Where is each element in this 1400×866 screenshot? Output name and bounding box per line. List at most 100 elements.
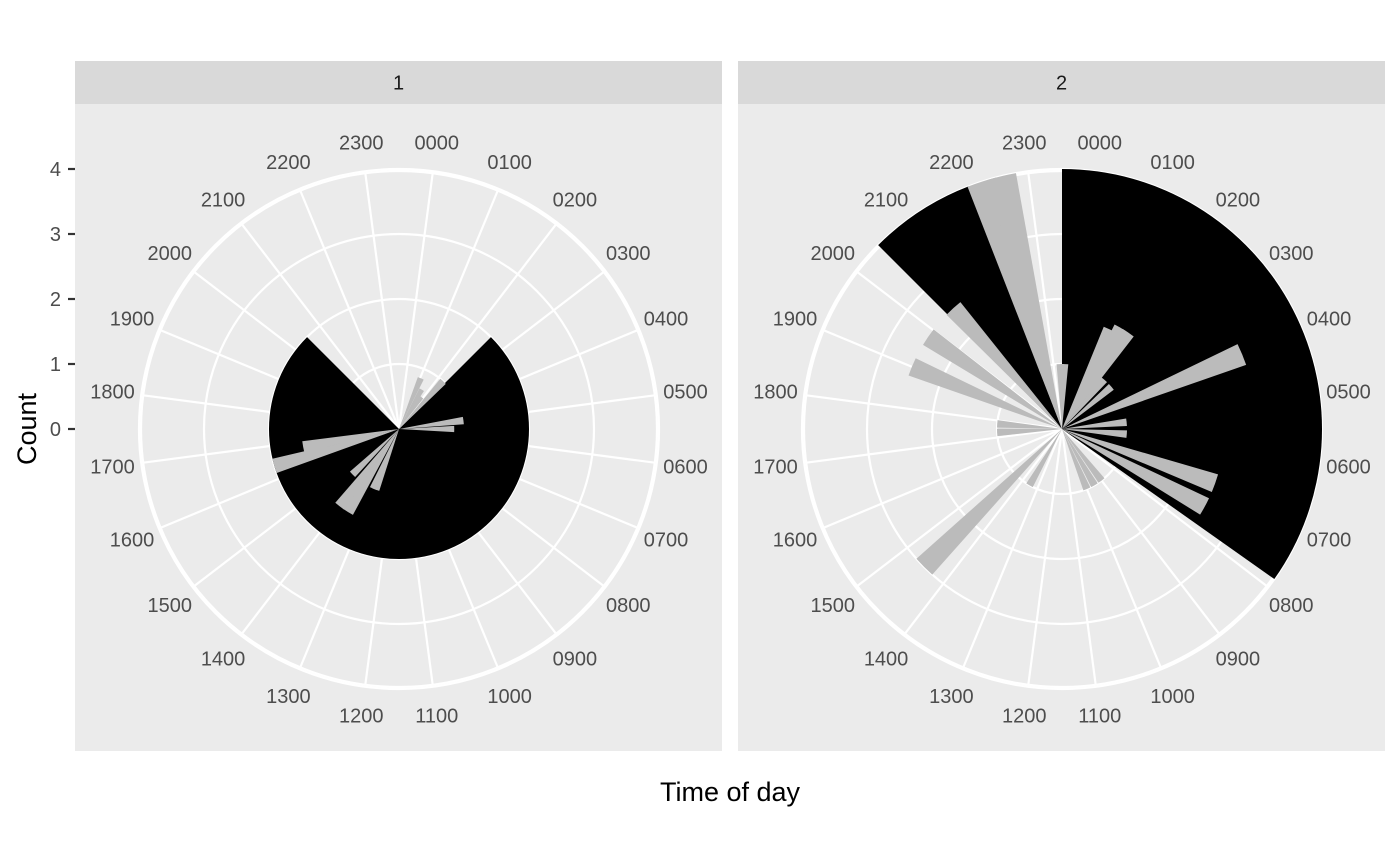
hour-label: 0800 [606, 595, 651, 617]
grey-bar [967, 177, 1062, 429]
facet-strip [738, 61, 1385, 104]
hour-label: 0100 [1150, 152, 1195, 174]
radial-grid-line [364, 173, 401, 430]
hour-label: 0000 [414, 132, 459, 154]
hour-label: 1700 [753, 457, 798, 479]
hour-label: 0700 [1307, 530, 1352, 552]
y-tick-label: 4 [50, 159, 61, 181]
hour-label: 1600 [110, 530, 155, 552]
y-tick-label: 1 [50, 354, 61, 376]
facet-strip [75, 61, 722, 104]
hour-label: 1600 [773, 530, 818, 552]
grey-bar [1062, 377, 1107, 429]
hour-label: 1300 [929, 686, 974, 708]
black-wedge [878, 186, 1062, 429]
radial-grid-line [1060, 428, 1097, 685]
hour-label: 2300 [1002, 132, 1047, 154]
panel-1: 1 0000 0100 0200 0300 0400 0500 0600 0700 0800 090… [75, 61, 722, 751]
hour-label: 0000 [1077, 132, 1122, 154]
radial-grid-line [823, 427, 1063, 529]
grey-bar [1062, 384, 1114, 429]
x-axis-title: Time of day [660, 777, 801, 807]
hour-label: 0200 [553, 190, 598, 212]
radial-grid-line [904, 428, 1063, 635]
hour-label: 0800 [1269, 595, 1314, 617]
grey-bar [349, 429, 399, 477]
facet-strip-label: 1 [393, 73, 404, 95]
hour-label: 0300 [606, 243, 651, 265]
facet-strip-label: 2 [1056, 73, 1067, 95]
radial-grid-line [1061, 428, 1268, 587]
hour-label: 0600 [663, 457, 708, 479]
radial-grid-line [1027, 428, 1064, 685]
grey-bar [1062, 429, 1219, 492]
hour-label: 1900 [773, 308, 818, 330]
grey-bar [272, 429, 399, 474]
grey-bar [946, 302, 1062, 429]
grey-bar [986, 173, 1062, 429]
hour-label: 2100 [201, 190, 246, 212]
hour-label: 1800 [90, 381, 135, 403]
y-tick-label: 3 [50, 224, 61, 246]
grey-bar [399, 378, 446, 429]
hour-label: 1400 [201, 648, 246, 670]
grey-bar [1062, 429, 1210, 515]
grey-bar [1056, 363, 1065, 429]
hour-label: 1900 [110, 308, 155, 330]
y-axis: 0 1 2 3 4 [50, 159, 75, 441]
grid-circle [139, 169, 659, 689]
y-tick-label: 0 [50, 419, 61, 441]
hour-label: 1000 [487, 686, 532, 708]
hour-label: 2000 [810, 243, 855, 265]
grid-circle [202, 232, 596, 626]
grey-bar [399, 377, 424, 429]
hour-label: 1100 [1078, 706, 1121, 728]
panel-2: 2 0000 0100 0200 0300 0400 0500 0600 0700 0800 090… [738, 61, 1385, 751]
grey-bar [1062, 328, 1134, 429]
hour-label: 2300 [339, 132, 384, 154]
grey-bar [1062, 429, 1105, 483]
grey-bar [1062, 418, 1127, 429]
hour-label: 1100 [415, 706, 458, 728]
hour-label: 2200 [929, 152, 974, 174]
grey-bar [399, 416, 464, 429]
grey-bar [916, 429, 1062, 575]
hour-label: 0300 [1269, 243, 1314, 265]
hour-label: 1200 [1002, 706, 1047, 728]
radial-grid-line [1027, 173, 1064, 430]
hour-label: 0900 [1216, 648, 1261, 670]
black-wedge [269, 337, 529, 560]
grey-bar [302, 429, 399, 453]
hour-label: 0900 [553, 648, 598, 670]
hour-label: 0500 [1326, 381, 1371, 403]
hour-label: 1300 [266, 686, 311, 708]
radial-grid-line [962, 428, 1064, 668]
grid-circle [137, 167, 661, 691]
hour-label: 0400 [644, 308, 689, 330]
grey-bar [399, 425, 455, 433]
radial-grid-line [398, 223, 557, 430]
hour-label: 2000 [147, 243, 192, 265]
grey-bar [908, 358, 1062, 429]
hour-label: 2200 [266, 152, 311, 174]
hour-label: 2100 [864, 190, 909, 212]
radial-grid-line [806, 427, 1063, 464]
y-axis-title: Count [12, 392, 42, 465]
grey-bar [399, 388, 424, 429]
grey-bar [1062, 429, 1091, 491]
radial-grid-line [397, 173, 434, 430]
radial-grid-line [856, 428, 1063, 587]
hour-label: 1800 [753, 381, 798, 403]
grey-bar [1062, 429, 1098, 488]
hour-label: 0100 [487, 152, 532, 174]
hour-label: 0700 [644, 530, 689, 552]
hour-label: 1500 [810, 595, 855, 617]
grey-bar [996, 428, 1062, 437]
hour-label: 1500 [147, 595, 192, 617]
radial-grid-line [241, 223, 400, 430]
hour-label: 1700 [90, 457, 135, 479]
grey-bar [1062, 344, 1247, 429]
y-tick-label: 2 [50, 289, 61, 311]
hour-label: 1400 [864, 648, 909, 670]
